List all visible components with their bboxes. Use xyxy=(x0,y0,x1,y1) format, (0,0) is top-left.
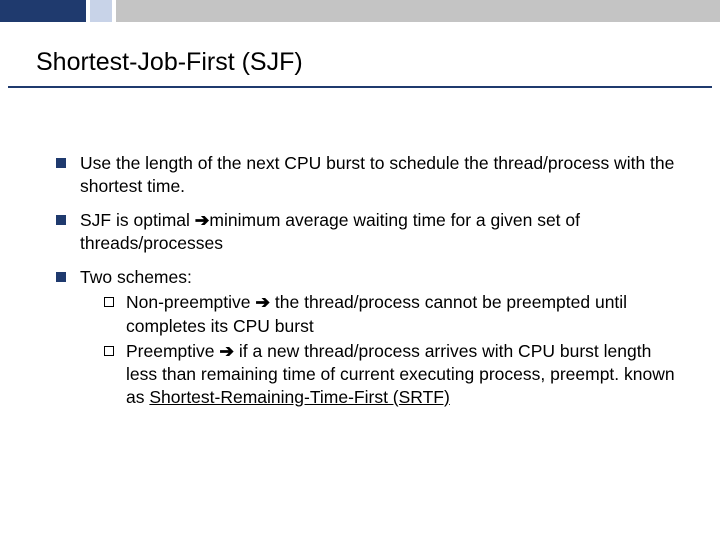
bullet-1-text: Use the length of the next CPU burst to … xyxy=(80,152,678,198)
sub-2-label: Preemptive xyxy=(126,341,215,361)
hollow-square-bullet-icon xyxy=(104,346,114,356)
sub-2-rest-underlined: Shortest-Remaining-Time-First (SRTF) xyxy=(149,387,449,407)
sub-bullet-1-text: Non-preemptive ➔ the thread/process cann… xyxy=(126,291,678,337)
sub-bullet-1: Non-preemptive ➔ the thread/process cann… xyxy=(104,291,678,337)
square-bullet-icon xyxy=(56,272,66,282)
topbar-navy-block xyxy=(0,0,86,22)
bullet-2-text: SJF is optimal ➔minimum average waiting … xyxy=(80,209,678,255)
bullet-3: Two schemes: Non-preemptive ➔ the thread… xyxy=(56,266,678,411)
topbar-gray-strip xyxy=(116,0,720,22)
bullet-3-text: Two schemes: xyxy=(80,266,678,289)
topbar-light-square xyxy=(90,0,112,22)
arrow-icon: ➔ xyxy=(215,341,239,361)
sub-bullet-2-text: Preemptive ➔ if a new thread/process arr… xyxy=(126,340,678,409)
arrow-icon: ➔ xyxy=(251,292,275,312)
slide: Shortest-Job-First (SJF) Use the length … xyxy=(0,0,720,540)
hollow-square-bullet-icon xyxy=(104,297,114,307)
bullet-3-wrapper: Two schemes: Non-preemptive ➔ the thread… xyxy=(80,266,678,411)
square-bullet-icon xyxy=(56,158,66,168)
square-bullet-icon xyxy=(56,215,66,225)
top-decoration-bar xyxy=(0,0,720,22)
bullet-1: Use the length of the next CPU burst to … xyxy=(56,152,678,198)
sub-bullet-2: Preemptive ➔ if a new thread/process arr… xyxy=(104,340,678,409)
title-underline xyxy=(8,86,712,88)
sub-1-label: Non-preemptive xyxy=(126,292,251,312)
bullet-2: SJF is optimal ➔minimum average waiting … xyxy=(56,209,678,255)
content-area: Use the length of the next CPU burst to … xyxy=(56,152,678,422)
slide-title: Shortest-Job-First (SJF) xyxy=(36,48,303,77)
arrow-icon: ➔ xyxy=(195,210,210,230)
bullet-2-pre: SJF is optimal xyxy=(80,210,195,230)
